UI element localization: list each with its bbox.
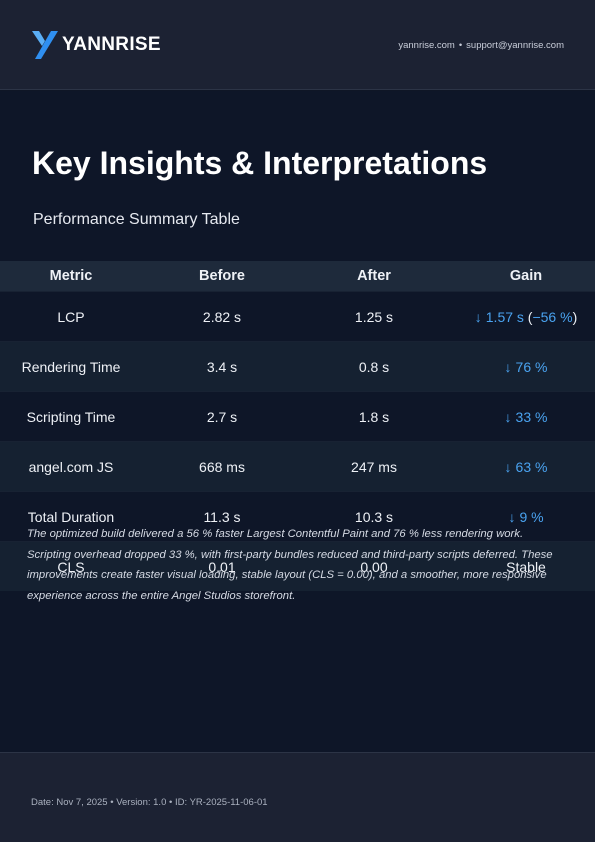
down-arrow-icon: ↓	[504, 358, 512, 375]
table-row: LCP 2.82 s 1.25 s ↓ 1.57 s (−56 %)	[0, 291, 595, 341]
document-id: ID: YR-2025-11-06-01	[174, 797, 268, 808]
after-cell: 0.8 s	[358, 358, 390, 375]
meta-separator: •	[110, 797, 114, 808]
gain-cell: ↓ 9 %	[446, 509, 595, 525]
gain-cell: ↓ 63 %	[446, 459, 595, 475]
after-cell: 247 ms	[351, 458, 397, 475]
metric-cell: LCP	[57, 308, 85, 325]
table-row: Total Duration 11.3 s 10.3 s ↓ 9 %	[0, 491, 595, 541]
down-arrow-icon: ↓	[508, 508, 516, 525]
gain-bracket-close: )	[572, 308, 578, 325]
header-contact: yannrise.com • support@yannrise.com	[398, 40, 564, 51]
table-row: angel.com JS 668 ms 247 ms ↓ 63 %	[0, 441, 595, 491]
section-subtitle: Performance Summary Table	[33, 211, 240, 228]
after-cell: 1.8 s	[358, 408, 390, 425]
performance-table: Metric Before After Gain LCP 2.82 s 1.25…	[0, 261, 595, 591]
email-link[interactable]: support@yannrise.com	[466, 40, 564, 51]
gain-cell: Stable	[506, 558, 546, 575]
after-cell: 1.25 s	[354, 308, 394, 325]
down-arrow-icon: ↓	[504, 458, 512, 475]
document-version: Version: 1.0	[116, 797, 167, 808]
brand-logo: YANNRISE	[32, 31, 161, 59]
gain-value: 76 %	[515, 358, 548, 375]
table-row: CLS 0.01 0.00 Stable	[0, 541, 595, 591]
gain-cell: ↓ 33 %	[446, 409, 595, 425]
before-cell: 3.4 s	[206, 358, 238, 375]
gain-bracket-open: (	[527, 308, 533, 325]
before-cell: 2.82 s	[202, 308, 242, 325]
gain-value: 9 %	[519, 508, 544, 525]
summary-paragraph: The optimized build delivered a 56 % fas…	[27, 528, 553, 602]
gain-percent: −56 %	[532, 308, 573, 325]
before-cell: 0.01	[208, 558, 236, 575]
gain-value: 63 %	[515, 458, 548, 475]
table-row: Scripting Time 2.7 s 1.8 s ↓ 33 %	[0, 391, 595, 441]
contact-separator: •	[458, 40, 463, 51]
page-footer: Date: Nov 7, 2025 • Version: 1.0 • ID: Y…	[0, 752, 595, 842]
before-cell: 11.3 s	[203, 508, 241, 525]
metric-cell: Total Duration	[27, 508, 115, 525]
metric-cell: Scripting Time	[26, 408, 116, 425]
table-row: Rendering Time 3.4 s 0.8 s ↓ 76 %	[0, 341, 595, 391]
after-cell: 10.3 s	[354, 508, 394, 525]
table-header-row: Metric Before After Gain	[0, 261, 595, 291]
column-header-gain: Gain	[509, 268, 543, 284]
before-cell: 668 ms	[199, 458, 245, 475]
column-header-after: After	[357, 268, 391, 284]
page-title: Key Insights & Interpretations	[32, 145, 488, 181]
document-meta: Date: Nov 7, 2025 • Version: 1.0 • ID: Y…	[31, 797, 268, 808]
document-date: Date: Nov 7, 2025	[31, 797, 108, 808]
metric-cell: Rendering Time	[21, 358, 121, 375]
metric-cell: CLS	[57, 558, 85, 575]
main-content: Key Insights & Interpretations Performan…	[0, 91, 595, 752]
column-header-before: Before	[199, 268, 245, 284]
down-arrow-icon: ↓	[474, 308, 482, 325]
yannrise-logo-icon	[32, 31, 58, 59]
column-header-metric: Metric	[49, 268, 93, 284]
website-link[interactable]: yannrise.com	[398, 40, 455, 51]
gain-cell: ↓ 76 %	[446, 359, 595, 375]
metric-cell: angel.com JS	[28, 458, 114, 475]
gain-value: 1.57 s	[485, 308, 524, 325]
gain-cell: ↓ 1.57 s (−56 %)	[446, 309, 595, 325]
down-arrow-icon: ↓	[504, 408, 512, 425]
brand-name: YANNRISE	[62, 34, 161, 55]
after-cell: 0.00	[360, 558, 388, 575]
meta-separator: •	[169, 797, 173, 808]
page-header: YANNRISE yannrise.com • support@yannrise…	[0, 0, 595, 90]
gain-value: 33 %	[515, 408, 548, 425]
before-cell: 2.7 s	[206, 408, 238, 425]
